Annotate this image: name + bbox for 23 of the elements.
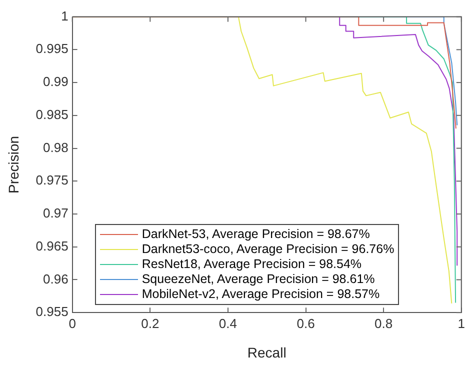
x-tick-label: 0 — [68, 316, 76, 331]
x-tick-label: 0.8 — [374, 316, 393, 331]
y-tick-label: 0.955 — [36, 304, 68, 320]
legend-label: SqueezeNet, Average Precision = 98.61% — [142, 272, 375, 287]
x-tick-label: 0.4 — [218, 316, 237, 331]
x-axis-title: Recall — [247, 344, 286, 360]
y-tick-label: 1 — [61, 8, 68, 24]
y-axis-title: Precision — [5, 136, 22, 194]
legend-label: MobileNet-v2, Average Precision = 98.57% — [142, 286, 380, 302]
y-tick-label: 0.96 — [43, 271, 68, 286]
y-tick-label: 0.99 — [43, 74, 68, 90]
y-tick-label: 0.985 — [36, 106, 68, 122]
x-tick-label: 0.6 — [296, 316, 315, 331]
y-tick-label: 0.98 — [43, 140, 68, 155]
y-tick-label: 0.97 — [43, 206, 68, 221]
y-tick-label: 0.975 — [36, 172, 68, 188]
legend-label: DarkNet-53, Average Precision = 98.67% — [142, 226, 370, 242]
x-tick-label: 1 — [458, 316, 465, 331]
y-tick-label: 0.965 — [36, 238, 68, 254]
x-tick-label: 0.2 — [141, 316, 160, 331]
legend-label: Darknet53-coco, Average Precision = 96.76% — [142, 242, 394, 257]
y-tick-label: 0.995 — [36, 41, 68, 56]
legend-label: ResNet18, Average Precision = 98.54% — [142, 256, 362, 272]
